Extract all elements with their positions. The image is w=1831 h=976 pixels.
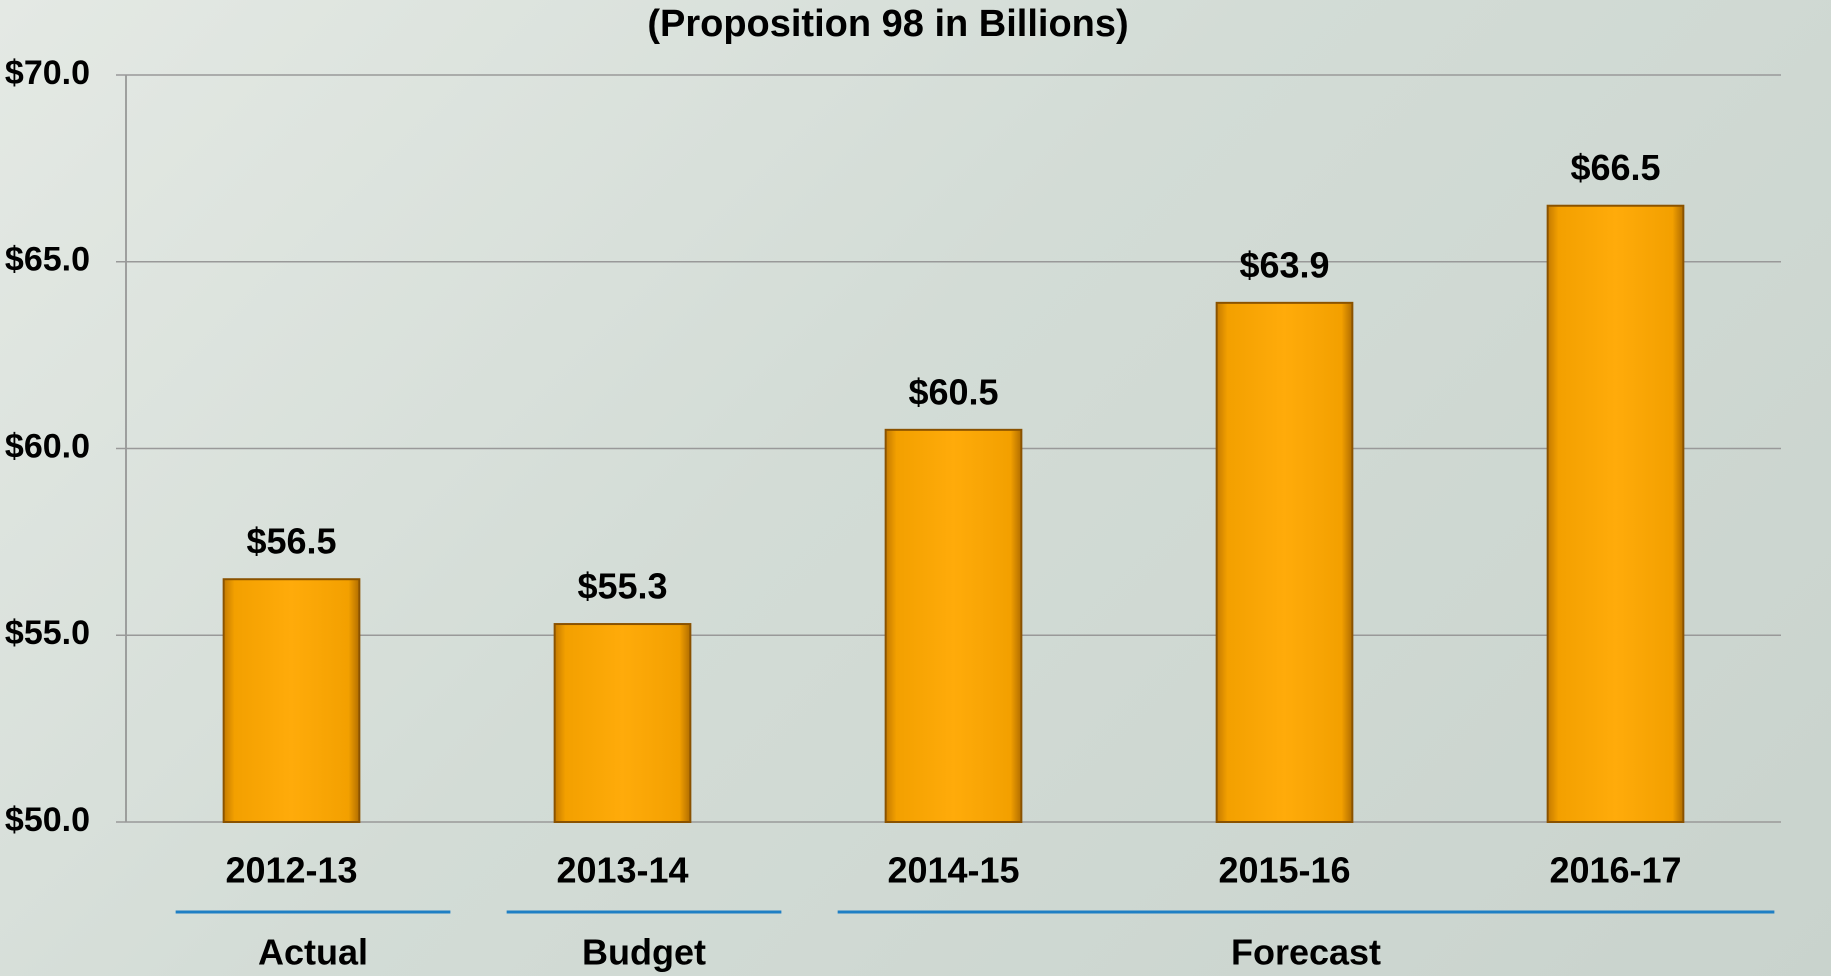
y-tick-label: $50.0 xyxy=(5,801,90,839)
group-label: Forecast xyxy=(1231,932,1381,973)
chart: (Proposition 98 in Billions) $50.0 $55.0 $… xyxy=(0,0,1831,976)
y-tick-label: $55.0 xyxy=(5,614,90,652)
x-tick-label: 2015-16 xyxy=(1218,850,1350,891)
bar xyxy=(555,624,691,822)
value-label: $55.3 xyxy=(577,566,667,607)
y-tick-label: $65.0 xyxy=(5,241,90,279)
x-tick-label: 2016-17 xyxy=(1549,850,1681,891)
group-label: Budget xyxy=(582,932,706,973)
x-tick-label: 2014-15 xyxy=(887,850,1019,891)
x-tick-label: 2013-14 xyxy=(556,850,688,891)
value-label: $63.9 xyxy=(1239,244,1329,285)
bar xyxy=(224,579,360,822)
y-tick-label: $60.0 xyxy=(5,427,90,465)
value-label: $56.5 xyxy=(246,521,336,562)
bar xyxy=(1217,303,1353,822)
chart-title: (Proposition 98 in Billions) xyxy=(647,3,1128,45)
x-tick-label: 2012-13 xyxy=(225,850,357,891)
y-tick-label: $70.0 xyxy=(5,54,90,92)
bar xyxy=(886,430,1022,822)
bar xyxy=(1548,206,1684,822)
value-label: $66.5 xyxy=(1570,147,1660,188)
group-label: Actual xyxy=(258,932,368,973)
value-label: $60.5 xyxy=(908,371,998,412)
